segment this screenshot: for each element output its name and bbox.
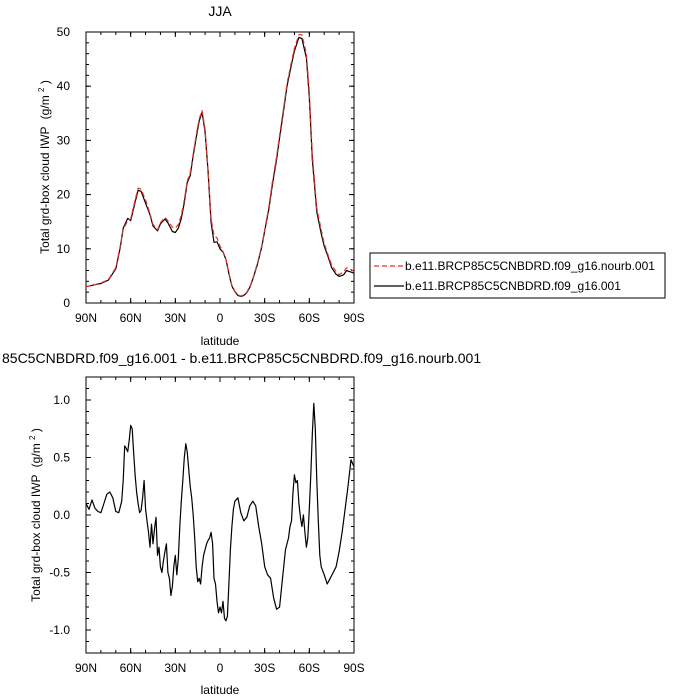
bottom-chart-y-tick-label: -0.5 [49,566,70,580]
top-chart-y-tick-label: 20 [57,188,71,202]
legend-box [369,252,666,299]
top-chart-x-tick-label: 90N [75,311,97,325]
bottom-chart-x-ticks: 90N 60N 30N 0 30S 60S 90S [75,377,365,675]
top-chart-y-tick-label: 30 [57,133,71,147]
legend-label-control: b.e11.BRCP85C5CNBDRD.f09_g16.001 [405,279,621,293]
top-chart-y-tick-label: 0 [63,296,70,310]
top-chart-y-axis-label-unit-exponent: 2 [37,87,46,92]
bottom-chart-y-ticks: -1.0 -0.5 0.0 0.5 1.0 [49,376,354,654]
top-chart-lines [85,34,355,298]
bottom-chart-plot-frame [85,376,355,654]
top-chart-y-axis-label: Total grd-box cloud IWP (g/m 2 ) [33,80,52,254]
bottom-chart-y-axis-label-unit: (g/m [29,443,43,467]
top-chart-x-tick-label: 60N [120,311,142,325]
top-chart-x-axis-label: latitude [201,334,240,348]
bottom-chart-series-line-0 [85,402,355,622]
top-chart-y-axis-label-text: Total grd-box cloud IWP [38,126,52,253]
bottom-chart-x-axis-label: latitude [201,683,240,697]
bottom-chart-x-tick-label: 0 [217,661,224,675]
bottom-chart: 85C5CNBDRD.f09_g16.001 - b.e11.BRCP85C5C… [2,350,481,697]
top-chart-y-axis-label-unit-close: ) [38,80,52,84]
top-chart: JJA 90N 60N 30N 0 30S 60S 90S 0 10 20 30 40 50 lati… [33,3,365,348]
bottom-chart-x-tick-label: 60S [299,661,320,675]
top-chart-x-tick-label: 30N [164,311,186,325]
top-chart-y-tick-label: 50 [57,25,71,39]
bottom-chart-y-tick-label: 0.0 [53,508,70,522]
top-chart-x-ticks: 90N 60N 30N 0 30S 60S 90S [75,32,365,325]
bottom-chart-y-tick-label: -1.0 [49,623,70,637]
bottom-chart-lines [85,402,355,622]
top-chart-x-tick-label: 30S [254,311,275,325]
bottom-chart-x-tick-label: 60N [120,661,142,675]
bottom-chart-y-axis-label-unit-close: ) [29,428,43,432]
bottom-chart-y-tick-label: 0.5 [53,451,70,465]
top-chart-x-tick-label: 90S [343,311,364,325]
bottom-chart-y-axis-label-text: Total grd-box cloud IWP [29,474,43,601]
bottom-chart-x-tick-label: 30N [164,661,186,675]
bottom-chart-x-tick-label: 90N [75,661,97,675]
bottom-chart-y-tick-label: 1.0 [53,393,70,407]
top-chart-series-line-0 [85,34,355,297]
legend-label-nourb: b.e11.BRCP85C5CNBDRD.f09_g16.nourb.001 [405,259,655,273]
bottom-chart-y-axis-label: Total grd-box cloud IWP (g/m 2 ) [24,428,43,602]
top-chart-y-ticks: 0 10 20 30 40 50 [57,25,354,310]
bottom-chart-x-tick-label: 90S [343,661,364,675]
bottom-chart-x-tick-label: 30S [254,661,275,675]
top-chart-title: JJA [208,3,232,19]
bottom-chart-title: 85C5CNBDRD.f09_g16.001 - b.e11.BRCP85C5C… [2,350,481,366]
bottom-chart-y-axis-label-unit-exponent: 2 [28,435,37,440]
top-chart-x-tick-label: 0 [217,311,224,325]
top-chart-x-tick-label: 60S [299,311,320,325]
top-chart-y-axis-label-unit: (g/m [38,95,52,119]
legend: b.e11.BRCP85C5CNBDRD.f09_g16.nourb.001 b… [369,252,666,299]
top-chart-y-tick-label: 10 [57,242,71,256]
top-chart-y-tick-label: 40 [57,79,71,93]
